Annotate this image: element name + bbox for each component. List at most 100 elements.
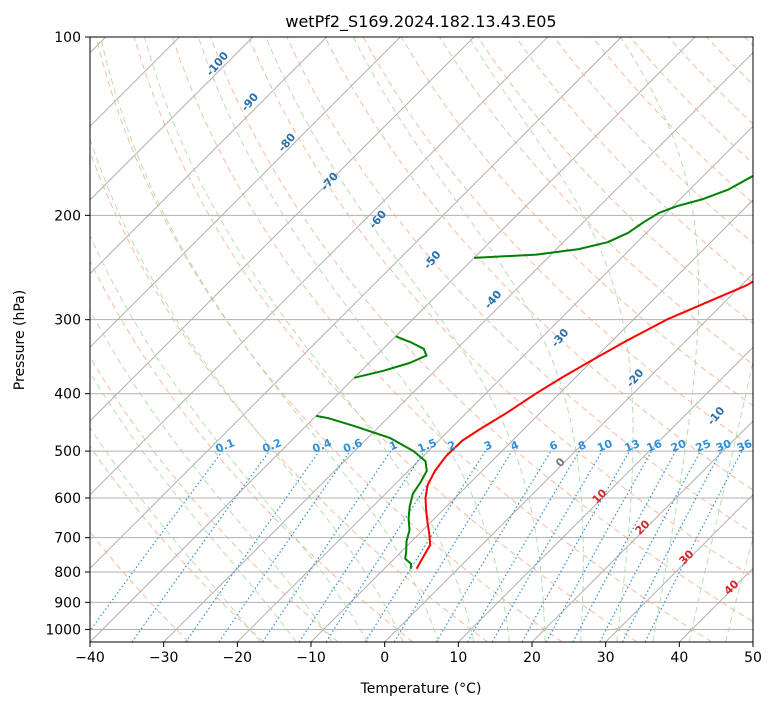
profile-series xyxy=(315,174,753,570)
mixing-ratio-label: 10 xyxy=(595,437,614,455)
x-tick-label: 0 xyxy=(380,650,389,666)
x-tick-label: 30 xyxy=(597,650,615,666)
mixing-ratio-line xyxy=(90,450,223,632)
x-tick-label: −40 xyxy=(75,650,105,666)
dry-adiabat-label: -10 xyxy=(705,404,728,428)
moist-adiabat-label: 0 xyxy=(553,455,568,470)
moist-adiabat-line xyxy=(688,358,753,642)
dry-adiabat-line xyxy=(171,37,712,642)
mixing-ratio-line xyxy=(262,450,392,642)
dry-adiabat-line xyxy=(248,37,753,578)
y-tick-label: 300 xyxy=(54,313,81,329)
dry-adiabat-label: -20 xyxy=(624,366,647,390)
mixing-ratio-line xyxy=(545,450,653,642)
mixing-ratio-label: 36 xyxy=(735,437,754,455)
isotherm-line xyxy=(236,125,753,642)
isotherm-line xyxy=(384,272,753,642)
mixing-ratio-label: 20 xyxy=(669,437,688,455)
mixing-ratio-line xyxy=(364,450,486,642)
x-tick-label: −10 xyxy=(296,650,326,666)
x-axis: −40 −30 −20 −10 0 10 20 30 40 50 xyxy=(75,642,762,666)
mixing-ratio-line xyxy=(393,450,513,642)
y-axis-label: Pressure (hPa) xyxy=(12,290,28,390)
x-tick-label: 10 xyxy=(449,650,467,666)
mixing-ratio-label: 25 xyxy=(694,437,713,455)
mixing-ratio-line xyxy=(521,450,631,642)
y-tick-label: 800 xyxy=(54,565,81,581)
moist-adiabat-label: 20 xyxy=(633,517,653,537)
isotherm-line xyxy=(163,51,753,642)
mixing-ratio-label: 1 xyxy=(387,438,399,453)
isotherm-line xyxy=(90,37,401,349)
dry-adiabat-label: -40 xyxy=(482,288,505,312)
mixing-ratio-line xyxy=(572,450,677,642)
y-tick-label: 700 xyxy=(54,531,81,547)
dry-adiabat-line xyxy=(553,37,753,244)
mixing-ratio-label: 3 xyxy=(482,438,494,453)
moist-adiabat-line xyxy=(90,308,333,642)
x-tick-label: −20 xyxy=(223,650,253,666)
mixing-ratio-line xyxy=(435,450,552,642)
dry-adiabat-label: -100 xyxy=(204,49,232,79)
x-tick-label: 20 xyxy=(523,650,541,666)
moist-adiabat-line xyxy=(90,371,297,642)
dry-adiabat-line xyxy=(286,37,753,534)
isotherm-line xyxy=(90,37,622,570)
dry-adiabat-label: -80 xyxy=(276,130,299,154)
mixing-ratio-label: 16 xyxy=(645,437,664,455)
mixing-ratio-line xyxy=(218,450,351,642)
chart-title: wetPf2_S169.2024.182.13.43.E05 xyxy=(285,12,556,32)
dry-adiabat-line xyxy=(90,445,264,642)
dry-adiabat-line xyxy=(95,37,563,642)
isotherm-line xyxy=(752,641,753,642)
moist-adiabat-line xyxy=(90,234,369,642)
moist-adiabat-label: 10 xyxy=(590,486,610,506)
mixing-ratio-label: 30 xyxy=(714,437,733,455)
moist-adiabat-line xyxy=(197,37,510,642)
mixing-ratio-line xyxy=(599,450,702,642)
dry-adiabat-line xyxy=(90,150,488,642)
dry-adiabat-line xyxy=(706,37,753,86)
mixing-ratio-label: 0.1 xyxy=(214,436,237,455)
dry-adiabat-label: -50 xyxy=(421,248,444,272)
moist-adiabat-line xyxy=(762,37,775,642)
profile-line-1 xyxy=(415,280,753,570)
isotherm-line xyxy=(457,346,753,642)
mixing-ratio-label: 8 xyxy=(576,438,588,453)
isotherm-line xyxy=(678,567,753,642)
background-lines xyxy=(90,37,775,642)
moist-adiabat-line xyxy=(90,137,404,642)
moist-adiabat-label: 30 xyxy=(677,547,697,567)
mixing-ratio-label: 0.6 xyxy=(341,436,364,455)
mixing-ratio-label: 2 xyxy=(446,438,458,453)
dry-adiabat-line xyxy=(133,37,638,642)
plot-frame xyxy=(89,36,754,643)
dry-adiabat-line xyxy=(515,37,753,284)
y-tick-label: 1000 xyxy=(45,622,81,638)
x-axis-label: Temperature (°C) xyxy=(360,681,482,697)
x-tick-label: 40 xyxy=(670,650,688,666)
mixing-ratio-line xyxy=(325,450,450,642)
isotherm-line xyxy=(531,420,753,642)
dry-adiabat-line xyxy=(90,356,339,642)
line-labels: -100-90-80-70-60-50-40-30-20-100.1 0.2 0.4… xyxy=(204,49,755,598)
moist-adiabat-line xyxy=(100,37,439,642)
isotherm-line xyxy=(605,493,753,642)
moist-adiabat-label: 40 xyxy=(722,577,742,597)
mixing-ratio-line xyxy=(131,450,270,642)
moist-adiabat-line xyxy=(144,37,475,642)
isotherm-line xyxy=(90,37,549,496)
mixing-ratio-label: 1.5 xyxy=(416,436,439,455)
isotherm-line xyxy=(90,37,475,422)
x-tick-label: −30 xyxy=(149,650,179,666)
y-tick-label: 400 xyxy=(54,387,81,403)
mixing-ratio-label: 13 xyxy=(623,437,642,455)
mixing-ratio-line xyxy=(298,450,425,642)
moist-adiabat-line xyxy=(352,37,584,642)
dry-adiabat-line xyxy=(210,37,753,623)
profile-line-2 xyxy=(315,414,428,569)
mixing-ratio-line xyxy=(185,450,320,642)
y-tick-label: 500 xyxy=(54,444,81,460)
moist-adiabat-line xyxy=(90,426,261,642)
